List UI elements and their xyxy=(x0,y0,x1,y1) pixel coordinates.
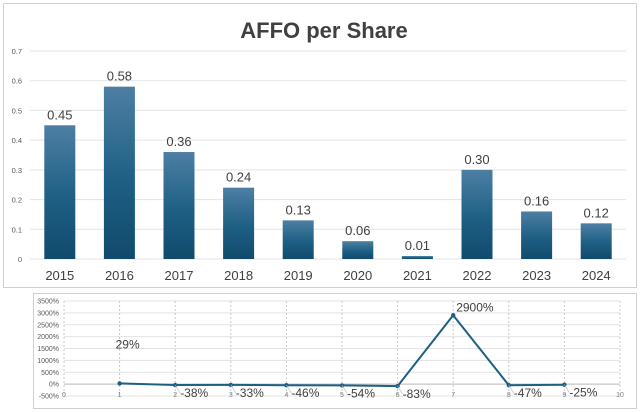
x-tick-label: 6 xyxy=(396,392,400,399)
y-tick-label: 500% xyxy=(41,370,59,377)
x-tick-label: 4 xyxy=(284,392,288,399)
bar xyxy=(521,211,553,259)
y-tick-label: 0.5 xyxy=(12,106,22,115)
x-tick-label: 5 xyxy=(340,392,344,399)
data-label: 0.36 xyxy=(166,134,191,149)
x-tick-label: 2021 xyxy=(403,268,432,283)
data-point xyxy=(395,383,400,389)
label-leader xyxy=(230,384,237,394)
x-tick-label: 2017 xyxy=(165,268,194,283)
data-label: 0.12 xyxy=(584,205,609,220)
data-label: 0.16 xyxy=(524,193,549,208)
data-label: -33% xyxy=(236,386,264,400)
x-tick-label: 10 xyxy=(616,392,624,399)
y-tick-label: 0.7 xyxy=(12,47,22,56)
y-tick-label: -500% xyxy=(39,394,59,401)
y-tick-label: 1000% xyxy=(37,358,59,365)
data-label: 0.45 xyxy=(47,107,72,122)
bar xyxy=(580,223,612,259)
y-tick-label: 0.2 xyxy=(12,196,22,205)
x-tick-label: 2020 xyxy=(343,268,372,283)
x-tick-label: 2023 xyxy=(522,268,551,283)
x-tick-label: 1 xyxy=(118,392,122,399)
data-point xyxy=(451,313,456,318)
data-label: 29% xyxy=(116,337,140,351)
y-tick-label: 0% xyxy=(49,382,59,389)
data-label: 0.13 xyxy=(286,202,311,217)
label-leader xyxy=(341,385,348,394)
bar xyxy=(342,241,374,259)
data-label: -25% xyxy=(569,386,597,400)
y-tick-label: 0 xyxy=(18,255,22,264)
data-label: -83% xyxy=(403,387,431,401)
y-tick-label: 2000% xyxy=(37,334,59,341)
bar-chart-panel: AFFO per Share 0 0.1 0.2 0.3 0.4 0.5 0.6 0.7 0.4… xyxy=(3,3,637,288)
data-label: -47% xyxy=(514,386,542,400)
chart-title: AFFO per Share xyxy=(240,18,407,43)
x-tick-label: 2022 xyxy=(463,268,492,283)
label-leader xyxy=(508,385,515,394)
y-tick-label: 0.1 xyxy=(12,225,22,234)
x-tick-label: 2 xyxy=(173,392,177,399)
y-tick-label: 3500% xyxy=(37,299,59,306)
bar xyxy=(103,86,135,260)
line-chart-panel: -500% 0% 500% 1000% 1500% 2000% 2500% 3000% 3500… xyxy=(33,293,637,409)
bar xyxy=(223,187,255,259)
data-label: -38% xyxy=(180,386,208,400)
bar xyxy=(163,152,195,259)
x-tick-label: 8 xyxy=(507,392,511,399)
y-tick-label: 0.4 xyxy=(12,136,22,145)
y-tick-label: 0.6 xyxy=(12,77,22,86)
bar xyxy=(282,220,314,259)
x-tick-label: 2019 xyxy=(284,268,313,283)
data-label: 0.30 xyxy=(464,152,489,167)
x-tick-label: 3 xyxy=(229,392,233,399)
label-leader xyxy=(286,385,292,394)
x-tick-label: 2024 xyxy=(582,268,611,283)
data-label: 0.06 xyxy=(345,223,370,238)
label-leader xyxy=(564,384,570,393)
data-point xyxy=(117,381,122,386)
bar-chart: AFFO per Share 0 0.1 0.2 0.3 0.4 0.5 0.6 0.7 0.4… xyxy=(12,18,626,283)
y-tick-label: 0.3 xyxy=(12,166,22,175)
x-tick-label: 7 xyxy=(451,392,455,399)
data-label: 0.24 xyxy=(226,170,251,185)
data-label: -46% xyxy=(291,386,319,400)
line-chart: -500% 0% 500% 1000% 1500% 2000% 2500% 3000% 3500… xyxy=(37,299,624,402)
bar xyxy=(401,256,433,259)
x-tick-label: 2015 xyxy=(45,268,74,283)
y-tick-label: 1500% xyxy=(37,346,59,353)
label-leader xyxy=(397,385,403,395)
y-tick-label: 2500% xyxy=(37,322,59,329)
data-label: 2900% xyxy=(456,300,494,314)
label-leader xyxy=(174,384,181,394)
x-tick-label: 2018 xyxy=(224,268,253,283)
data-label: -54% xyxy=(347,386,375,400)
bar xyxy=(461,169,493,259)
x-tick-label: 0 xyxy=(62,392,66,399)
x-tick-label: 2016 xyxy=(105,268,134,283)
data-label: 0.58 xyxy=(107,69,132,84)
bar xyxy=(44,125,76,260)
x-tick-label: 9 xyxy=(562,392,566,399)
data-label: 0.01 xyxy=(405,238,430,253)
y-tick-label: 3000% xyxy=(37,310,59,317)
